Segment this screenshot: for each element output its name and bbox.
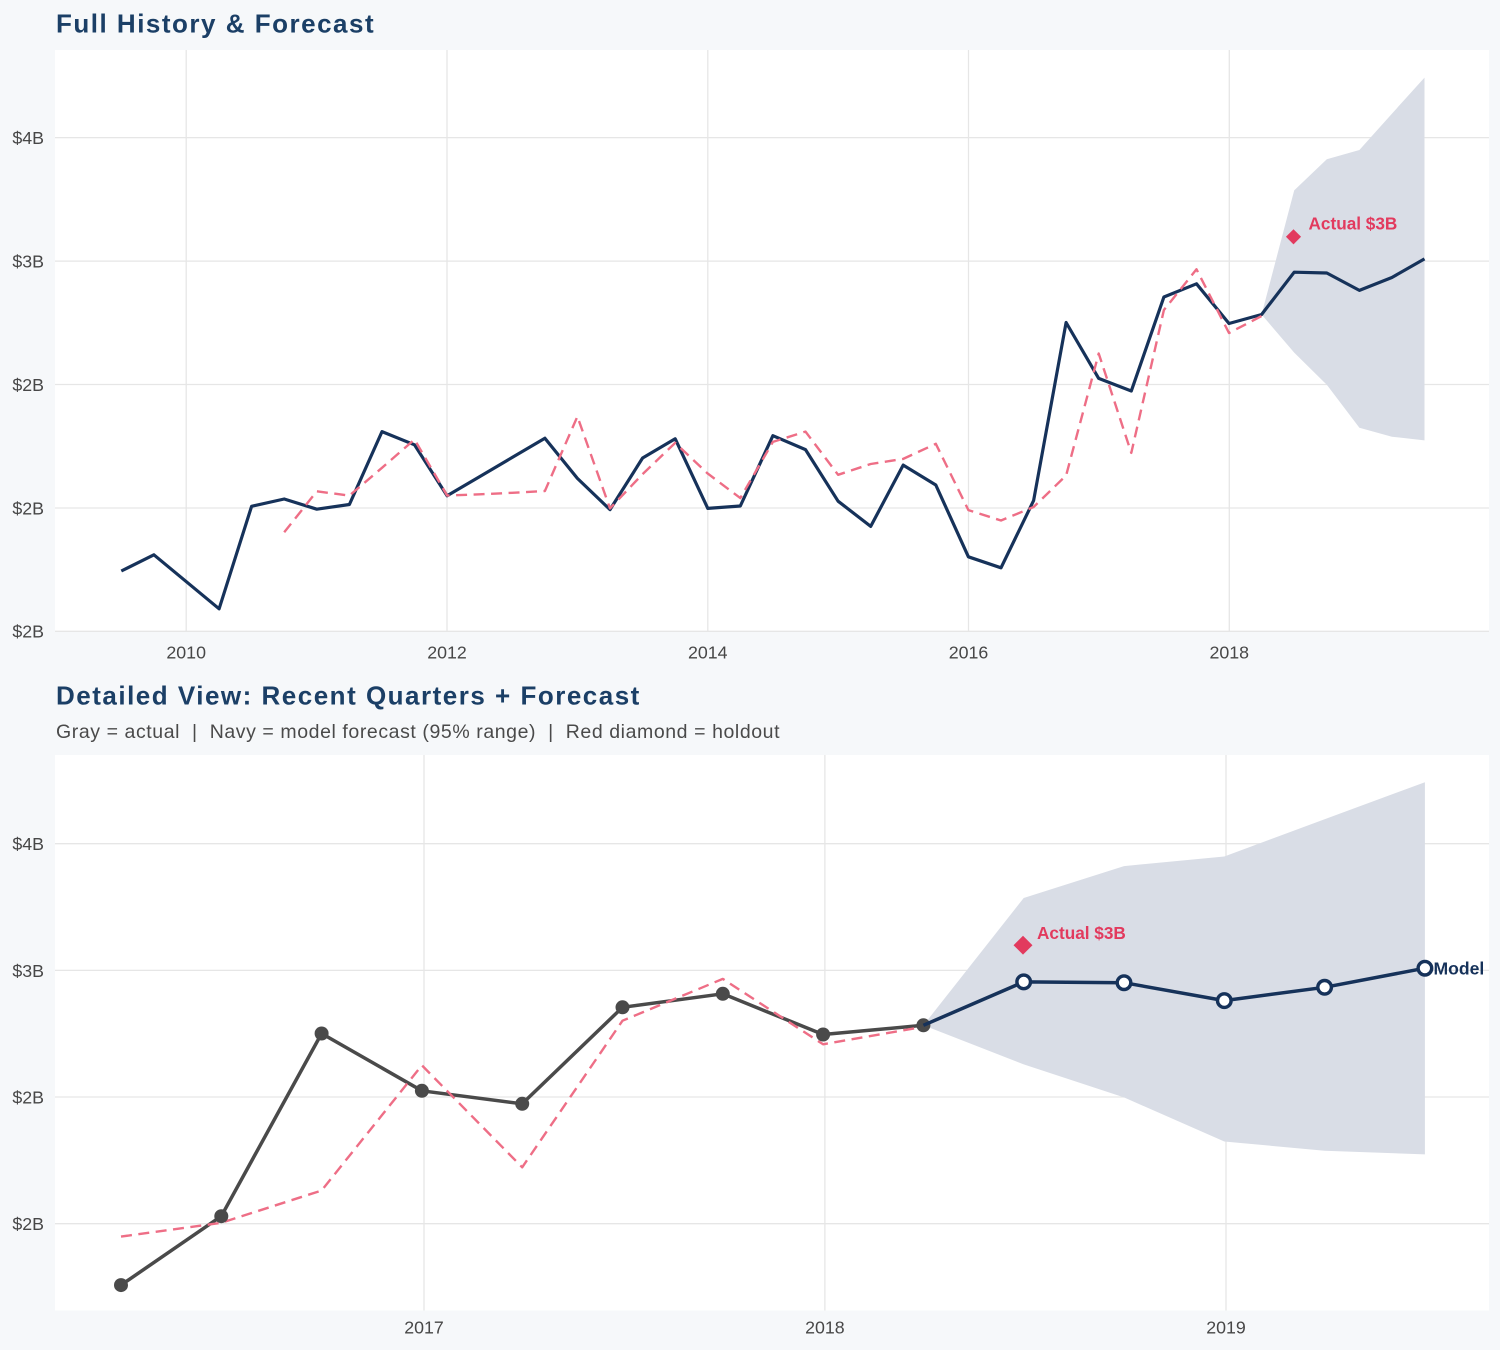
svg-text:$2B: $2B xyxy=(12,498,44,518)
svg-text:Actual $3B: Actual $3B xyxy=(1037,923,1126,943)
svg-text:$2B: $2B xyxy=(12,375,44,395)
svg-text:2016: 2016 xyxy=(949,643,989,663)
svg-text:2010: 2010 xyxy=(166,643,206,663)
svg-text:$2B: $2B xyxy=(12,1214,44,1234)
svg-text:2018: 2018 xyxy=(805,1318,845,1338)
svg-text:2018: 2018 xyxy=(1210,643,1250,663)
svg-text:$3B: $3B xyxy=(12,961,44,981)
svg-text:Full History & Forecast: Full History & Forecast xyxy=(56,9,375,39)
svg-text:$4B: $4B xyxy=(12,128,44,148)
svg-text:Detailed View: Recent Quarters: Detailed View: Recent Quarters + Forecas… xyxy=(56,681,641,711)
svg-text:Gray = actual | Navy = model: Gray = actual | Navy = model forecast (9… xyxy=(56,721,780,743)
svg-text:$3B: $3B xyxy=(12,252,44,272)
svg-text:$4B: $4B xyxy=(12,834,44,854)
svg-text:2012: 2012 xyxy=(427,643,467,663)
svg-text:$2B: $2B xyxy=(12,1087,44,1107)
svg-text:$2B: $2B xyxy=(12,622,44,642)
svg-text:Model: Model xyxy=(1434,959,1485,979)
svg-text:2019: 2019 xyxy=(1206,1318,1246,1338)
svg-text:2017: 2017 xyxy=(404,1318,444,1338)
svg-text:2014: 2014 xyxy=(688,643,728,663)
svg-text:Actual $3B: Actual $3B xyxy=(1309,214,1398,234)
